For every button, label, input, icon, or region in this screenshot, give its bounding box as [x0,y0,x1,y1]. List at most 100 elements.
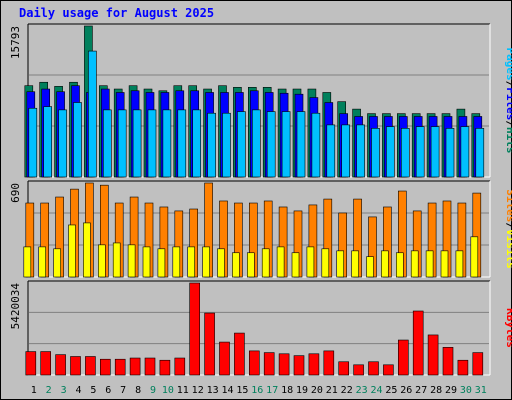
bar-kbytes [338,361,350,376]
x-axis-day-label: 6 [105,385,111,396]
bar-pages [162,109,172,178]
bar-kbytes [204,312,215,376]
x-axis-day-label: 15 [236,385,248,396]
legend-pages-files-hits: Pages/Files/Hits [504,48,512,154]
x-axis-day-label: 23 [356,385,368,396]
bar-kbytes [114,358,126,376]
bar-pages [266,111,276,178]
bar-sites [142,246,151,278]
bar-sites [366,256,374,278]
legend-kbytes: KBytes [504,308,512,348]
x-axis-day-label: 21 [326,385,338,396]
bar-kbytes [278,353,290,376]
legend-item: Sites [504,189,512,222]
x-axis-day-label: 26 [400,385,412,396]
bar-pages [386,126,395,178]
bar-sites [217,248,225,278]
bar-sites [83,222,91,278]
bar-kbytes [427,334,439,376]
bar-pages [207,112,216,178]
bar-kbytes [323,350,335,376]
bar-sites [247,252,255,278]
bar-sites [98,244,106,278]
x-axis-day-label: 14 [221,385,233,396]
x-axis-day-label: 10 [162,385,174,396]
bar-kbytes [383,364,394,376]
bar-sites [172,246,181,278]
bar-kbytes [263,352,275,376]
x-axis-day-label: 27 [415,385,427,396]
x-axis-day-label: 5 [90,385,96,396]
bar-pages [460,126,470,178]
bar-kbytes [472,352,484,376]
x-axis-day-label: 7 [120,385,126,396]
bar-kbytes [219,341,230,376]
bar-kbytes [397,339,409,376]
bar-kbytes [457,359,469,376]
x-axis-day-label: 12 [192,385,204,396]
x-axis-day-label: 20 [311,385,323,396]
x-axis-day-label: 18 [281,385,293,396]
bar-pages [430,126,440,178]
bar-kbytes [144,357,156,376]
bar-sites [53,248,61,278]
x-axis-day-label: 22 [341,385,353,396]
bar-sites [202,246,210,278]
x-axis-day-label: 2 [46,385,52,396]
bar-pages [43,106,53,178]
bar-pages [177,109,187,178]
legend-item: Hits [504,127,512,154]
legend-item: / [504,120,512,127]
bar-sites [38,246,47,278]
bar-sites [23,246,32,278]
bar-kbytes [100,358,111,376]
bar-sites [395,252,404,278]
bar-sites [455,250,464,278]
y-axis-max-label-hits: 15793 [9,26,22,59]
bar-kbytes [442,347,454,376]
bar-pages [445,128,455,178]
x-axis-day-label: 13 [207,385,219,396]
bar-sites [68,224,76,278]
legend-sites-visits: Sites/Visits [504,189,512,269]
bar-pages [132,109,142,178]
bar-kbytes [234,332,245,376]
x-axis-day-label: 25 [385,385,397,396]
x-axis-day-label: 11 [177,385,189,396]
bar-sites [470,236,479,278]
bar-kbytes [189,282,200,376]
bar-sites [306,246,315,278]
bar-kbytes [368,361,379,376]
bar-sites [291,252,300,278]
y-axis-max-label-visits: 690 [9,183,22,203]
legend-item: KBytes [504,308,512,348]
legend-item: / [504,81,512,88]
bar-kbytes [174,357,186,376]
chart-title: Daily usage for August 2025 [19,6,215,20]
x-axis-day-label: 9 [150,385,156,396]
bar-sites [336,250,345,278]
bar-pages [88,50,97,178]
x-axis-day-label: 24 [370,385,382,396]
x-axis-day-label: 29 [445,385,457,396]
bar-kbytes [55,354,66,376]
x-axis-day-label: 19 [296,385,308,396]
bar-pages [117,109,127,178]
x-axis-day-label: 8 [135,385,141,396]
x-axis-day-label: 28 [430,385,442,396]
bar-sites [381,250,389,278]
bar-sites [351,250,359,278]
bar-pages [28,107,38,178]
y-axis-max-label-kbytes: 5420034 [9,283,22,330]
bar-pages [252,109,261,178]
bar-sites [410,250,419,278]
bar-pages [103,109,112,178]
bar-sites [440,250,449,278]
x-axis-day-label: 3 [61,385,67,396]
bar-kbytes [40,351,52,376]
legend-item: / [504,222,512,229]
bar-pages [341,124,351,178]
bar-sites [321,248,330,278]
bar-kbytes [25,351,37,376]
bar-pages [400,128,410,178]
